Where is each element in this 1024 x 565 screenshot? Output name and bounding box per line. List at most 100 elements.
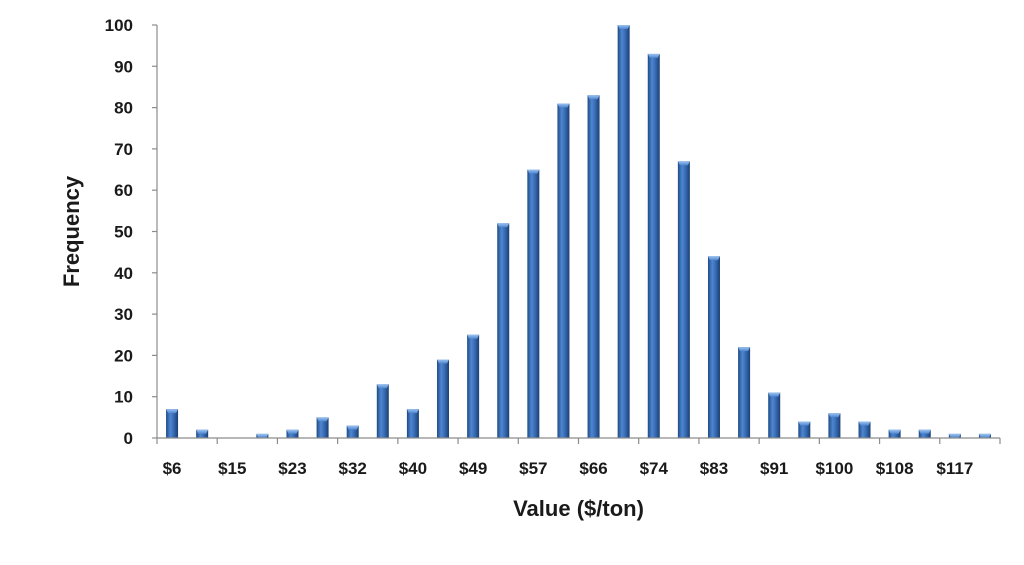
y-tick-label: 20 [114, 346, 133, 365]
y-tick-label: 70 [114, 140, 133, 159]
y-tick-label: 0 [124, 429, 133, 448]
bar-body [587, 95, 600, 439]
x-tick-label: $74 [640, 459, 669, 478]
x-tick-label: $32 [339, 459, 367, 478]
x-tick-label: $108 [876, 459, 914, 478]
bar-body [738, 347, 751, 438]
bar-body [557, 103, 570, 438]
bar-bevel [707, 256, 720, 261]
histogram-bar [497, 223, 510, 438]
bar-body [406, 409, 419, 438]
x-axis-title: Value ($/ton) [513, 496, 644, 521]
histogram-bar [888, 429, 901, 438]
histogram-bar [286, 429, 299, 438]
bar-body [376, 384, 389, 438]
y-tick-label: 100 [105, 16, 133, 35]
bar-body [316, 417, 329, 438]
y-tick-label: 50 [114, 223, 133, 242]
histogram-bar [798, 421, 811, 438]
histogram-bar [978, 433, 991, 438]
y-ticks: 0 10 20 30 40 50 60 70 80 90 100 [105, 16, 157, 448]
histogram-bar [166, 409, 179, 438]
bars-layer [166, 25, 991, 439]
bar-body [527, 169, 540, 439]
x-tick-label: $117 [936, 459, 973, 478]
x-tick-label: $49 [459, 459, 487, 478]
x-tick-label: $40 [399, 459, 427, 478]
x-tick-label: $23 [278, 459, 306, 478]
y-tick-label: 30 [114, 305, 133, 324]
y-tick-label: 90 [114, 57, 133, 76]
bar-bevel [467, 334, 480, 339]
histogram-bar [617, 25, 630, 438]
bar-bevel [196, 429, 209, 434]
bar-bevel [978, 433, 991, 438]
x-tick-label: $6 [163, 459, 182, 478]
x-tick-label: $100 [815, 459, 853, 478]
bar-bevel [406, 409, 419, 414]
bar-bevel [798, 421, 811, 426]
bar-body [768, 392, 781, 438]
bar-body [617, 25, 630, 438]
x-tick-label: $15 [218, 459, 246, 478]
histogram-bar [376, 384, 389, 438]
bar-body [858, 421, 871, 438]
y-tick-label: 40 [114, 264, 133, 283]
histogram-bar [858, 421, 871, 438]
y-tick-label: 10 [114, 388, 133, 407]
bar-bevel [948, 433, 961, 438]
x-tick-label: $66 [579, 459, 607, 478]
histogram-bar [406, 409, 419, 438]
bar-bevel [166, 409, 179, 414]
bar-body [888, 429, 901, 438]
bar-body [828, 413, 841, 438]
histogram-bar [316, 417, 329, 438]
bar-body [286, 429, 299, 438]
x-tick-label: $83 [700, 459, 728, 478]
bar-bevel [677, 161, 690, 166]
bar-bevel [346, 425, 359, 430]
x-ticks: $6 $15 $23 $32 $40 $49 $57 $66 $74 $83 $91 $100 $108… [156, 438, 1001, 478]
histogram-bar [346, 425, 359, 438]
bar-body [707, 256, 720, 438]
histogram-bar [738, 347, 751, 438]
bar-bevel [768, 392, 781, 397]
bar-bevel [918, 429, 931, 434]
y-tick-label: 60 [114, 181, 133, 200]
bar-bevel [256, 433, 269, 438]
bar-body [647, 53, 660, 438]
histogram-bar [918, 429, 931, 438]
bar-body [918, 429, 931, 438]
bar-bevel [738, 347, 751, 352]
histogram-bar [768, 392, 781, 438]
bar-body [467, 334, 480, 438]
bar-body [497, 223, 510, 438]
x-tick-label: $57 [519, 459, 547, 478]
histogram-bar [948, 433, 961, 438]
x-tick-label: $91 [760, 459, 788, 478]
histogram-bar [196, 429, 209, 438]
bar-bevel [587, 95, 600, 100]
bar-bevel [316, 417, 329, 422]
bar-bevel [376, 384, 389, 389]
histogram-bar [527, 169, 540, 439]
histogram-bar [587, 95, 600, 439]
histogram-bar [557, 103, 570, 438]
histogram-bar [828, 413, 841, 438]
histogram-bar [256, 433, 269, 438]
y-axis-title: Frequency [59, 175, 84, 287]
histogram-bar [437, 359, 450, 438]
histogram-bar [647, 53, 660, 438]
bar-bevel [527, 169, 540, 174]
bar-bevel [497, 223, 510, 228]
bar-body [798, 421, 811, 438]
histogram-bar [677, 161, 690, 439]
histogram-bar [707, 256, 720, 438]
bar-body [196, 429, 209, 438]
bar-body [166, 409, 179, 438]
histogram-bar [467, 334, 480, 438]
bar-body [437, 359, 450, 438]
bar-bevel [828, 413, 841, 418]
